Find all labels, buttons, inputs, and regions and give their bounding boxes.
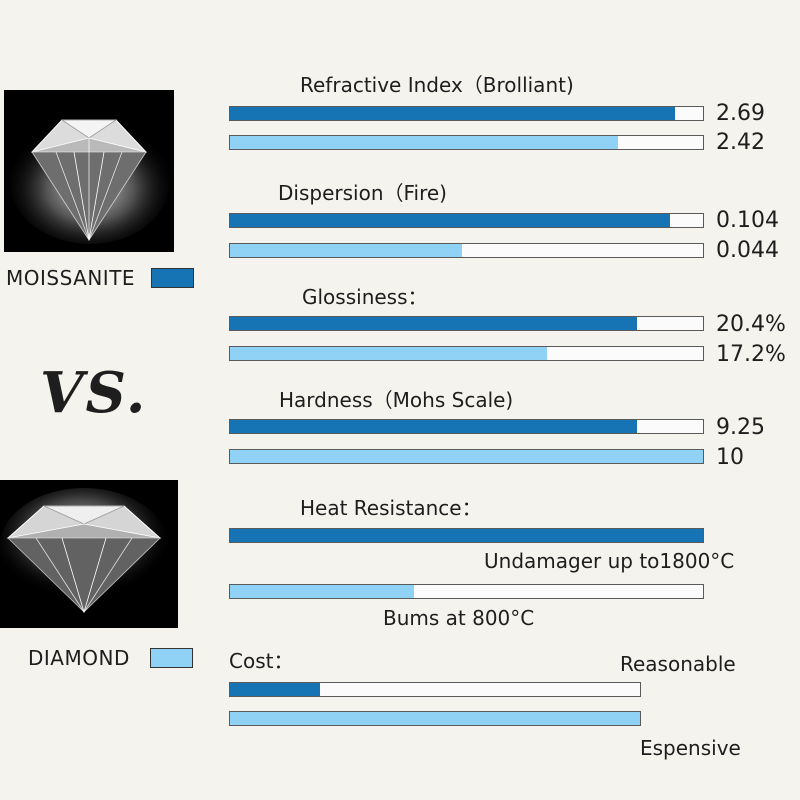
bar-fill-moissanite bbox=[230, 107, 675, 120]
bar-label: 2.42 bbox=[716, 130, 765, 155]
group-title: Dispersion（Fire) bbox=[278, 181, 447, 205]
group-title: Hardness（Mohs Scale) bbox=[279, 388, 514, 412]
bar-fill-diamond bbox=[230, 585, 415, 598]
bar-track bbox=[229, 528, 704, 543]
bar-label: 20.4% bbox=[716, 312, 786, 337]
bar-track bbox=[229, 106, 704, 121]
bar-label: 10 bbox=[716, 445, 744, 470]
bar-label: Undamager up to1800°C bbox=[484, 549, 735, 573]
bar-track bbox=[229, 316, 704, 331]
bar-fill-diamond bbox=[230, 712, 640, 725]
bar-track bbox=[229, 213, 704, 228]
bar-label: 17.2% bbox=[716, 342, 786, 367]
bar-fill-moissanite bbox=[230, 317, 637, 330]
bar-fill-diamond bbox=[230, 136, 618, 149]
legend-swatch-diamond bbox=[150, 648, 193, 668]
bar-track bbox=[229, 584, 704, 599]
group-title: Heat Resistance： bbox=[300, 496, 482, 520]
bar-label: 0.104 bbox=[716, 208, 779, 233]
legend-swatch-moissanite bbox=[151, 268, 194, 288]
diamond-photo bbox=[0, 480, 178, 628]
bar-track bbox=[229, 682, 641, 697]
bar-track bbox=[229, 346, 704, 361]
group-title: Refractive Index（Brolliant) bbox=[300, 73, 574, 97]
bar-label: Bums at 800°C bbox=[383, 606, 535, 630]
bar-fill-moissanite bbox=[230, 683, 321, 696]
bar-track bbox=[229, 243, 704, 258]
legend-label-moissanite: MOISSANITE bbox=[6, 266, 136, 290]
group-title: Cost： bbox=[229, 649, 294, 673]
bar-fill-diamond bbox=[230, 244, 462, 257]
bar-track bbox=[229, 419, 704, 434]
vs-text: VS. bbox=[40, 360, 148, 426]
moissanite-photo bbox=[4, 90, 174, 252]
bar-track bbox=[229, 449, 704, 464]
group-title: Glossiness： bbox=[302, 285, 428, 309]
bar-track bbox=[229, 135, 704, 150]
legend-label-diamond: DIAMOND bbox=[28, 646, 130, 670]
bar-label: 2.69 bbox=[716, 101, 765, 126]
bar-label: Reasonable bbox=[620, 652, 736, 676]
bar-label: 9.25 bbox=[716, 415, 765, 440]
bar-fill-diamond bbox=[230, 347, 547, 360]
bar-label: Espensive bbox=[640, 736, 741, 760]
bar-fill-diamond bbox=[230, 450, 703, 463]
bar-fill-moissanite bbox=[230, 214, 670, 227]
bar-fill-moissanite bbox=[230, 529, 703, 542]
bar-track bbox=[229, 711, 641, 726]
bar-fill-moissanite bbox=[230, 420, 637, 433]
bar-label: 0.044 bbox=[716, 238, 779, 263]
